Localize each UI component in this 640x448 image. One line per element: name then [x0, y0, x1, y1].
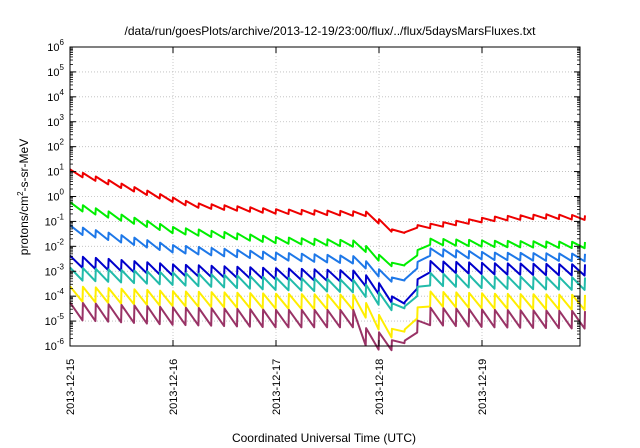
series-line-1 [69, 168, 586, 234]
x-tick-label: 2013-12-19 [477, 359, 489, 415]
x-tick-label: 2013-12-15 [65, 359, 77, 415]
y-tick-label: 10-1 [45, 212, 65, 228]
y-tick-label: 103 [47, 113, 64, 129]
series-line-2 [69, 201, 586, 268]
y-tick-label: 104 [47, 88, 64, 104]
x-tick-label: 2013-12-17 [271, 359, 283, 415]
y-tick-label: 106 [47, 38, 64, 54]
y-tick-label: 10-6 [45, 337, 65, 353]
y-tick-label: 105 [47, 63, 64, 79]
y-tick-labels: 10-6 10-5 10-4 10-3 10-2 10-1 100 101 102 103 104 1… [45, 38, 65, 353]
y-axis-label: protons/cm2-s-sr-MeV [16, 139, 31, 255]
series-layer [69, 168, 586, 352]
axis-ticks [69, 46, 580, 347]
x-tick-label: 2013-12-16 [168, 359, 180, 415]
series-line-7 [69, 301, 586, 352]
series-line-5 [69, 266, 586, 312]
series-line-4 [69, 254, 586, 305]
series-line-6 [69, 285, 586, 339]
y-tick-label: 10-4 [45, 287, 65, 303]
y-tick-label: 10-5 [45, 312, 65, 328]
x-axis-label: Coordinated Universal Time (UTC) [232, 431, 416, 445]
chart-title: /data/run/goesPlots/archive/2013-12-19/2… [125, 24, 537, 38]
series-line-3 [69, 224, 586, 283]
y-tick-label: 100 [47, 188, 64, 204]
y-tick-label: 102 [47, 138, 64, 154]
x-tick-labels: 2013-12-15 2013-12-16 2013-12-17 2013-12-18… [65, 359, 489, 415]
y-tick-label: 10-2 [45, 237, 65, 253]
y-tick-label: 10-3 [45, 262, 65, 278]
y-tick-label: 101 [47, 163, 64, 179]
x-tick-label: 2013-12-18 [374, 359, 386, 415]
